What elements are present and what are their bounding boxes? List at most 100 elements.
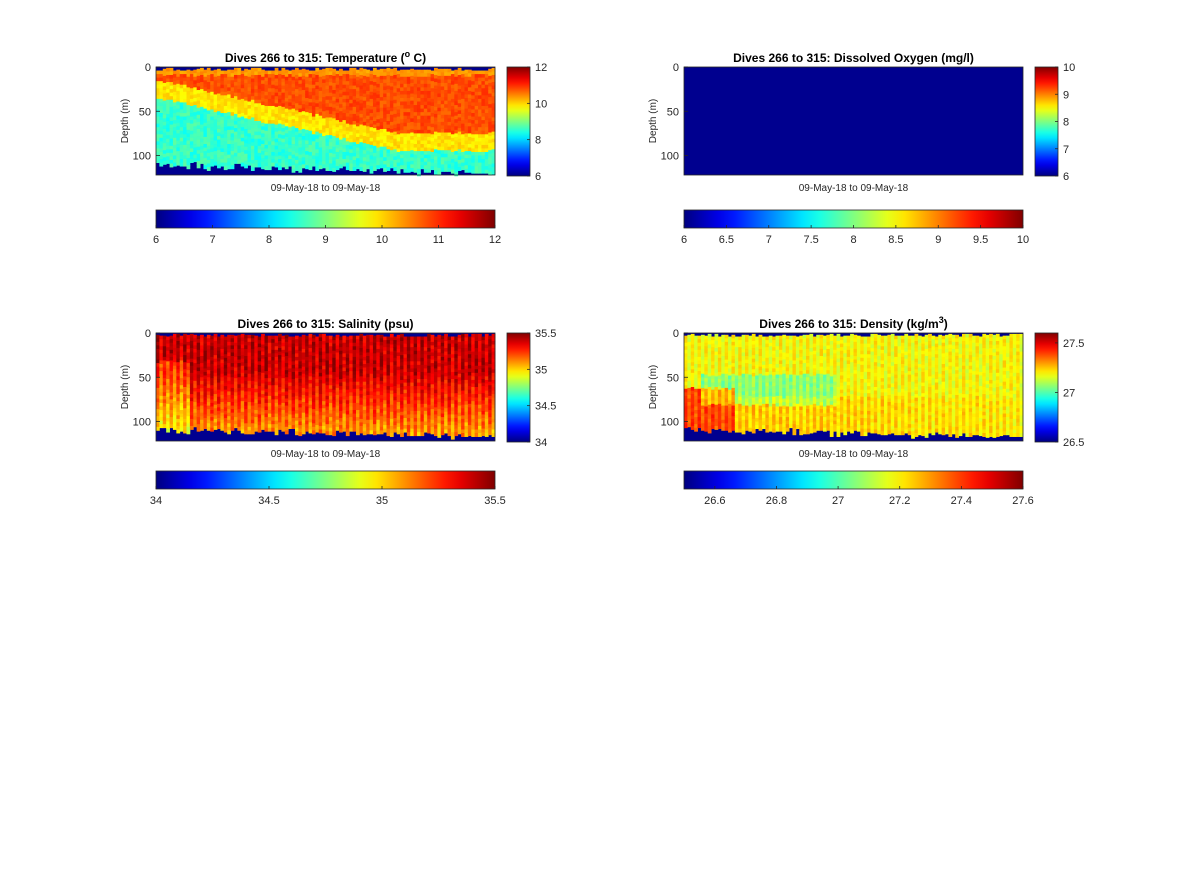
heatmap-cell [444, 90, 448, 94]
heatmap-cell [353, 86, 357, 90]
heatmap-cell [207, 338, 211, 342]
heatmap-cell [309, 95, 313, 99]
heatmap-cell [359, 355, 363, 359]
heatmap-cell [288, 131, 292, 135]
heatmap-cell [383, 383, 387, 387]
heatmap-cell [400, 123, 404, 127]
heatmap-cell [329, 86, 333, 90]
heatmap-cell [207, 384, 211, 388]
heatmap-cell [217, 407, 221, 411]
heatmap-cell [170, 378, 174, 382]
heatmap-cell [166, 368, 170, 372]
heatmap-cell [200, 153, 204, 157]
heatmap-cell [383, 111, 387, 115]
heatmap-cell [275, 96, 279, 100]
heatmap-cell [397, 127, 401, 131]
heatmap-cell [220, 117, 224, 121]
heatmap-cell [390, 366, 394, 370]
heatmap-cell [326, 160, 330, 164]
heatmap-cell [305, 403, 309, 407]
heatmap-cell [261, 91, 265, 95]
heatmap-cell [458, 142, 462, 146]
heatmap-cell [278, 380, 282, 384]
heatmap-cell [203, 358, 207, 362]
heatmap-cell [271, 163, 275, 167]
heatmap-cell [190, 337, 194, 341]
heatmap-cell [403, 77, 407, 81]
heatmap-cell [373, 75, 377, 79]
heatmap-cell [200, 335, 204, 339]
heatmap-cell [373, 368, 377, 372]
heatmap-cell [319, 70, 323, 74]
heatmap-cell [329, 353, 333, 357]
heatmap-cell [258, 68, 262, 72]
heatmap-cell [420, 91, 424, 95]
heatmap-cell [180, 131, 184, 135]
heatmap-cell [370, 85, 374, 89]
heatmap-cell [356, 382, 360, 386]
side-colorbar-label: 10 [535, 98, 547, 110]
heatmap-cell [410, 354, 414, 358]
heatmap-cell [424, 112, 428, 116]
heatmap-cell [427, 70, 431, 74]
heatmap-cell [468, 144, 472, 148]
heatmap-cell [295, 139, 299, 143]
heatmap-cell [200, 420, 204, 424]
heatmap-cell [166, 414, 170, 418]
heatmap-cell [464, 109, 468, 113]
heatmap-cell [258, 368, 262, 372]
heatmap-cell [319, 387, 323, 391]
heatmap-cell [200, 71, 204, 75]
heatmap-cell [271, 78, 275, 82]
heatmap-cell [156, 423, 160, 427]
heatmap-cell [454, 77, 458, 81]
heatmap-cell [237, 128, 241, 132]
heatmap-cell [346, 113, 350, 117]
heatmap-cell [187, 402, 191, 406]
heatmap-cell [248, 148, 252, 152]
heatmap-cell [224, 127, 228, 131]
heatmap-cell [180, 375, 184, 379]
heatmap-cell [214, 408, 218, 412]
heatmap-cell [278, 422, 282, 426]
heatmap-cell [373, 375, 377, 379]
heatmap-cell [288, 386, 292, 390]
heatmap-cell [227, 87, 231, 91]
heatmap-cell [353, 135, 357, 139]
heatmap-cell [190, 88, 194, 92]
heatmap-cell [207, 135, 211, 139]
heatmap-cell [244, 72, 248, 76]
heatmap-cell [285, 395, 289, 399]
heatmap-cell [326, 336, 330, 340]
heatmap-cell [214, 401, 218, 405]
heatmap-cell [481, 99, 485, 103]
heatmap-cell [387, 156, 391, 160]
heatmap-cell [241, 95, 245, 99]
heatmap-cell [431, 99, 435, 103]
heatmap-cell [156, 349, 160, 353]
heatmap-cell [356, 77, 360, 81]
heatmap-cell [387, 149, 391, 153]
heatmap-cell [237, 381, 241, 385]
heatmap-cell [170, 156, 174, 160]
heatmap-cell [400, 408, 404, 412]
heatmap-cell [187, 399, 191, 403]
heatmap-cell [370, 170, 374, 174]
heatmap-cell [444, 118, 448, 122]
heatmap-cell [464, 91, 468, 95]
heatmap-cell [197, 143, 201, 147]
heatmap-cell [431, 106, 435, 110]
heatmap-cell [298, 429, 302, 433]
heatmap-cell [275, 163, 279, 167]
heatmap-cell [275, 421, 279, 425]
heatmap-cell [383, 379, 387, 383]
heatmap-cell [366, 349, 370, 353]
heatmap-cell [454, 123, 458, 127]
heatmap-cell [156, 120, 160, 124]
heatmap-cell [187, 162, 191, 166]
heatmap-cell [302, 161, 306, 165]
heatmap-cell [336, 345, 340, 349]
heatmap-cell [210, 410, 214, 414]
heatmap-cell [176, 77, 180, 81]
heatmap-cell [397, 427, 401, 431]
